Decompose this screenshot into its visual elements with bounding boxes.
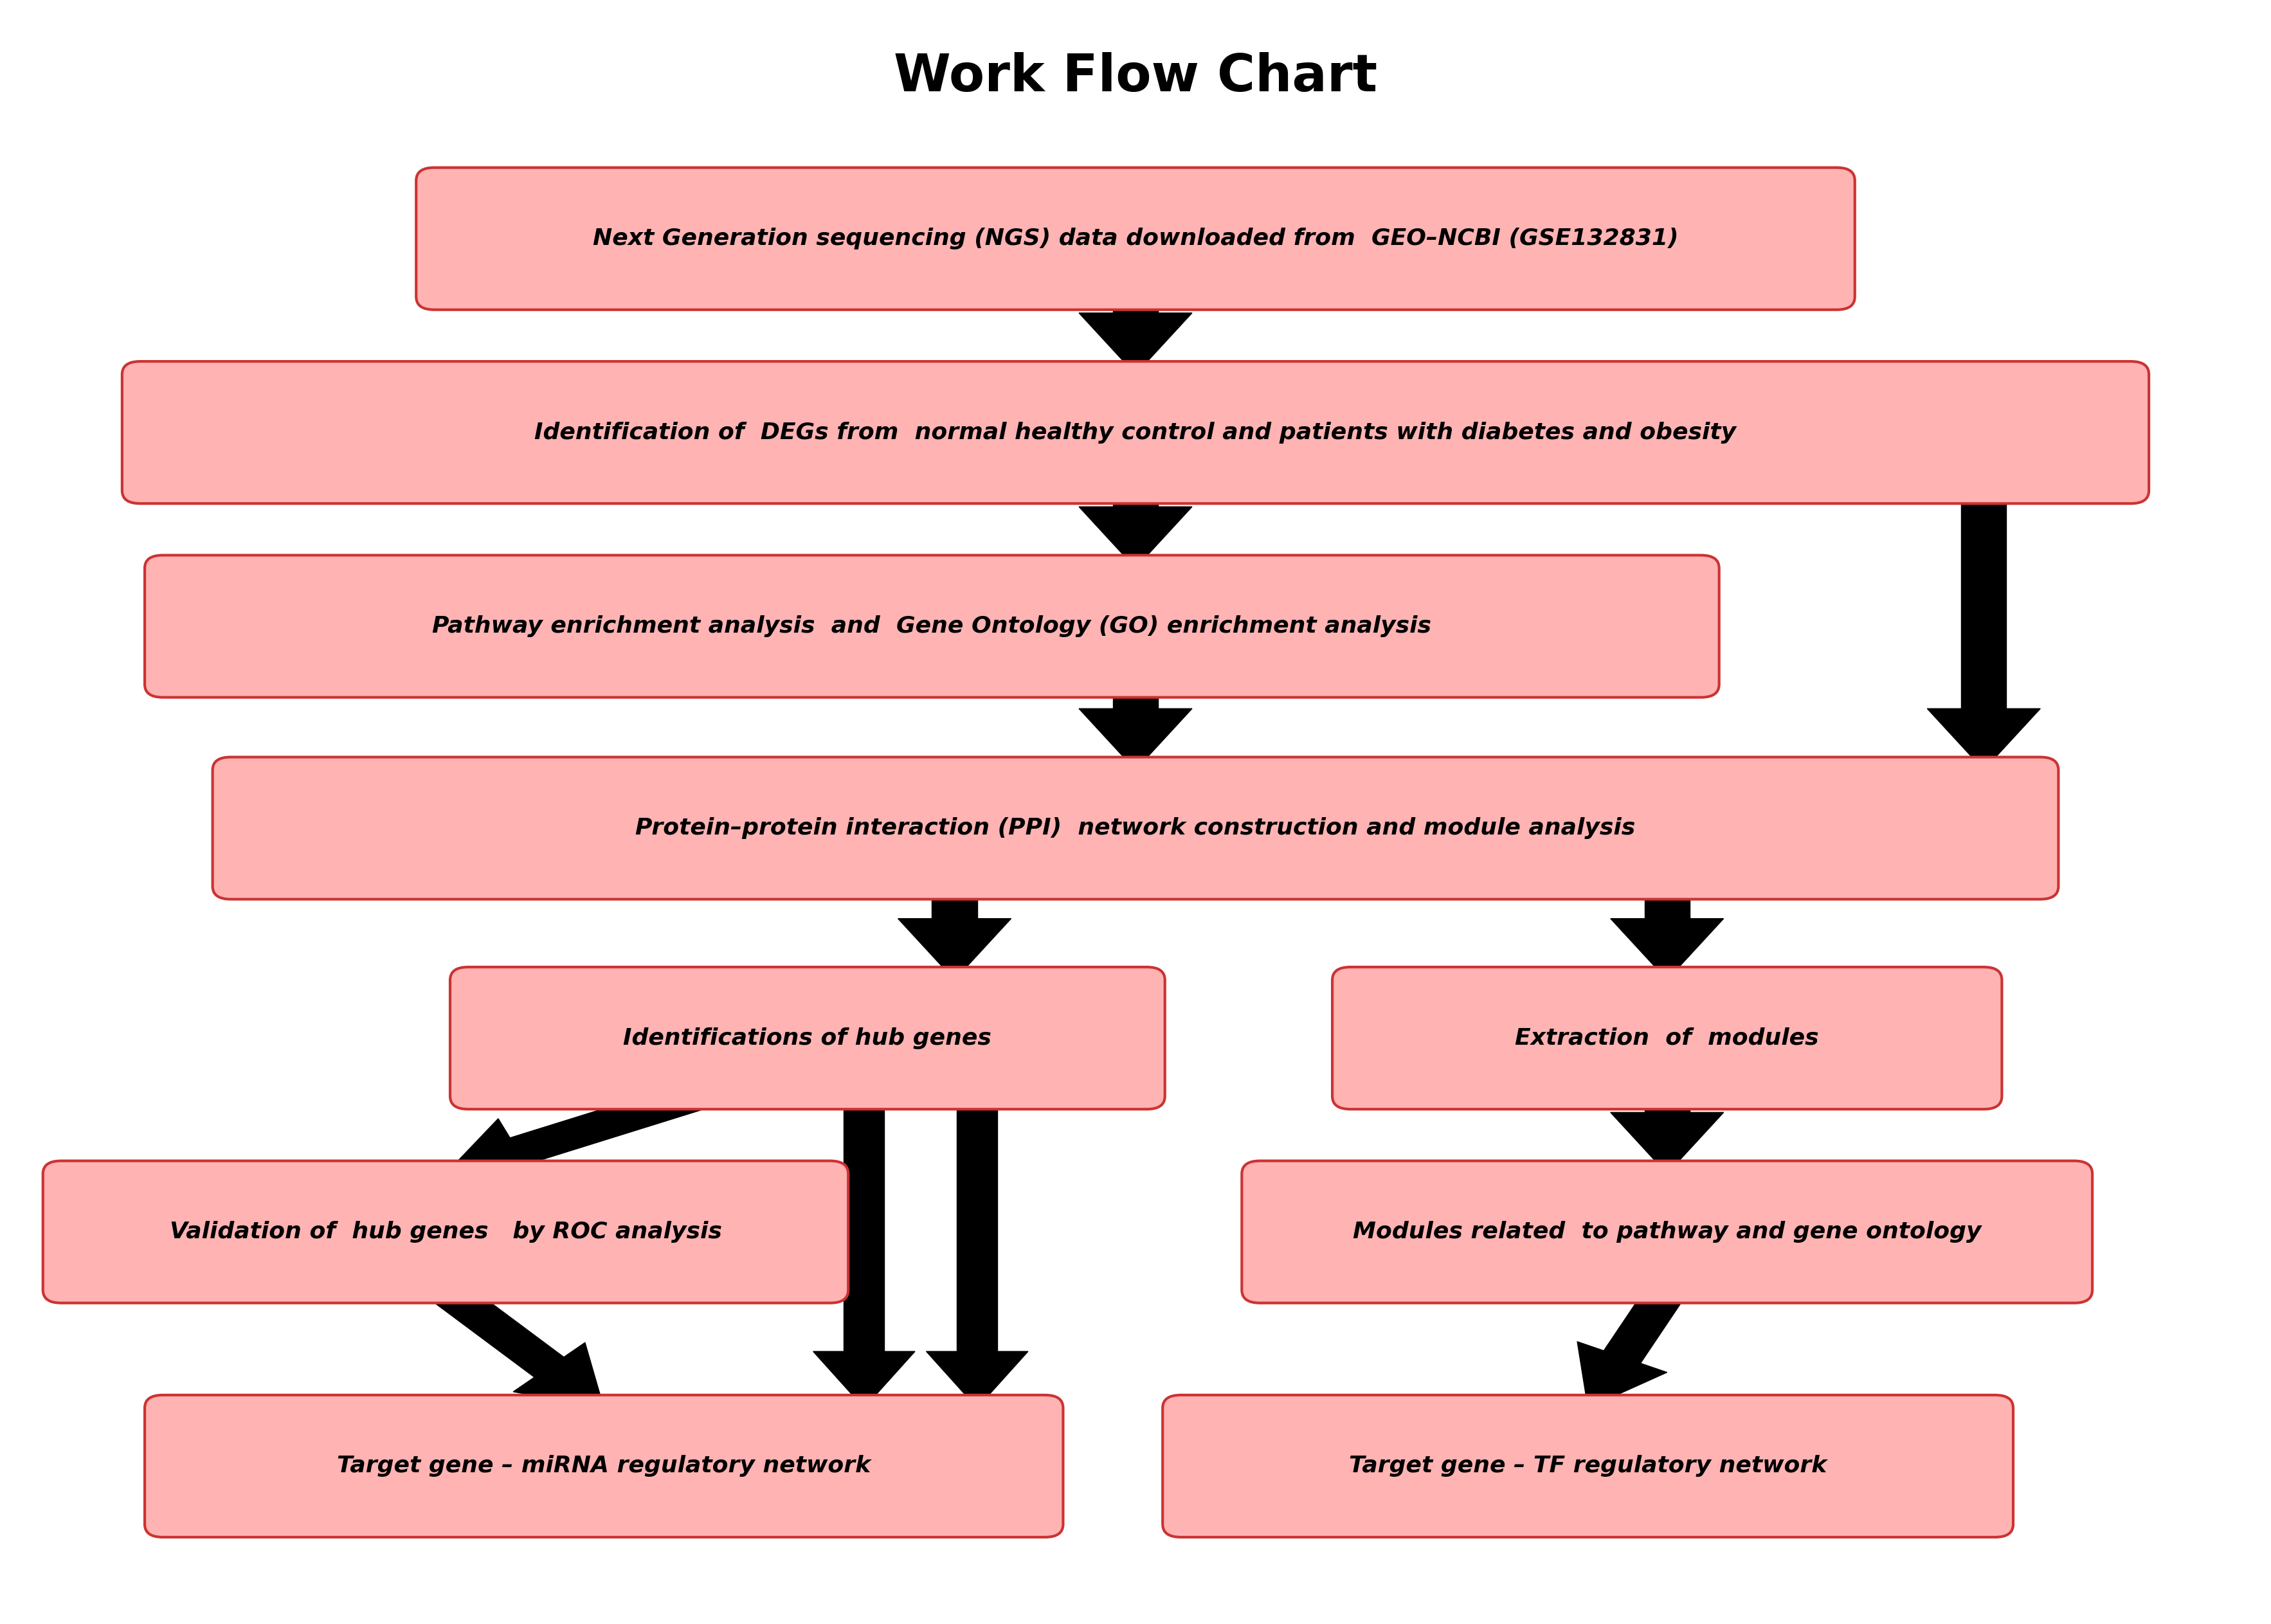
Polygon shape	[1113, 297, 1158, 313]
Polygon shape	[927, 1351, 1029, 1408]
Polygon shape	[1962, 490, 2005, 708]
Polygon shape	[1079, 313, 1192, 374]
FancyBboxPatch shape	[43, 1161, 847, 1302]
Text: Target gene – TF regulatory network: Target gene – TF regulatory network	[1349, 1455, 1826, 1478]
Polygon shape	[1610, 919, 1724, 979]
FancyBboxPatch shape	[1163, 1395, 2012, 1538]
Text: Next Generation sequencing (NGS) data downloaded from  GEO–NCBI (GSE132831): Next Generation sequencing (NGS) data do…	[593, 227, 1678, 250]
Polygon shape	[813, 1351, 915, 1408]
Polygon shape	[1928, 708, 2039, 770]
Text: Extraction  of  modules: Extraction of modules	[1515, 1028, 1819, 1049]
Text: Pathway enrichment analysis  and  Gene Ontology (GO) enrichment analysis: Pathway enrichment analysis and Gene Ont…	[431, 615, 1431, 637]
Polygon shape	[513, 1343, 604, 1408]
Polygon shape	[431, 1280, 563, 1377]
Text: Validation of  hub genes   by ROC analysis: Validation of hub genes by ROC analysis	[170, 1221, 722, 1242]
Polygon shape	[897, 919, 1011, 979]
Text: Protein–protein interaction (PPI)  network construction and module analysis: Protein–protein interaction (PPI) networ…	[636, 817, 1635, 840]
Polygon shape	[845, 1096, 883, 1351]
Polygon shape	[931, 887, 977, 919]
Text: Work Flow Chart: Work Flow Chart	[895, 52, 1376, 102]
Polygon shape	[1578, 1341, 1667, 1408]
Polygon shape	[445, 1119, 538, 1184]
FancyBboxPatch shape	[416, 167, 1855, 310]
Text: Identifications of hub genes: Identifications of hub genes	[622, 1028, 992, 1049]
FancyBboxPatch shape	[213, 757, 2058, 900]
FancyBboxPatch shape	[123, 362, 2148, 503]
FancyBboxPatch shape	[1333, 966, 2001, 1109]
Polygon shape	[1644, 1096, 1690, 1112]
Polygon shape	[511, 1083, 702, 1164]
FancyBboxPatch shape	[145, 1395, 1063, 1538]
Polygon shape	[1644, 887, 1690, 919]
Text: Modules related  to pathway and gene ontology: Modules related to pathway and gene onto…	[1354, 1221, 1980, 1242]
Polygon shape	[1079, 507, 1192, 568]
Polygon shape	[956, 1096, 997, 1351]
FancyBboxPatch shape	[1242, 1161, 2092, 1302]
Polygon shape	[1603, 1285, 1685, 1363]
FancyBboxPatch shape	[450, 966, 1165, 1109]
Text: Target gene – miRNA regulatory network: Target gene – miRNA regulatory network	[336, 1455, 870, 1478]
Text: Identification of  DEGs from  normal healthy control and patients with diabetes : Identification of DEGs from normal healt…	[534, 422, 1737, 443]
Polygon shape	[1113, 490, 1158, 507]
Polygon shape	[1610, 1112, 1724, 1174]
Polygon shape	[1079, 708, 1192, 770]
FancyBboxPatch shape	[145, 555, 1719, 697]
Polygon shape	[1113, 684, 1158, 708]
